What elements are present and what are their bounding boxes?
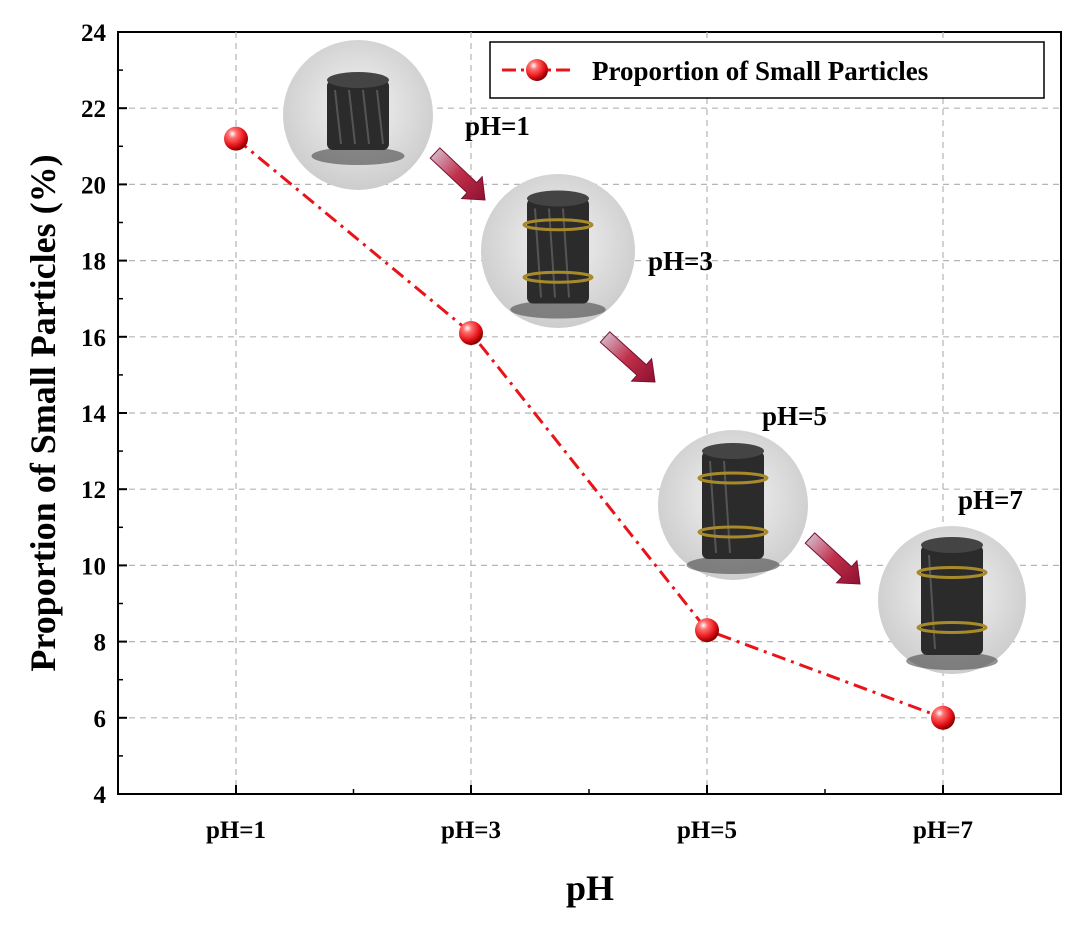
- data-point: [459, 320, 483, 345]
- transition-arrow: [429, 147, 486, 201]
- arrow-shape: [429, 147, 486, 201]
- y-tick-label: 14: [81, 401, 107, 428]
- rubber-band: [522, 270, 594, 284]
- coal-sample-ph1-photo: [283, 40, 433, 190]
- cylinder-top: [327, 72, 389, 88]
- rubber-band: [916, 621, 988, 634]
- y-tick-labels: 4 6 8 10 12 14 16 18 20 22 24: [81, 20, 107, 809]
- crack-line: [362, 89, 370, 145]
- y-tick-label: 12: [81, 477, 106, 504]
- inset-photos: [283, 40, 1026, 674]
- legend-box: [489, 41, 1045, 99]
- crack-line: [376, 89, 384, 145]
- rubber-band: [916, 566, 988, 579]
- plot-frame: [117, 31, 1062, 795]
- legend-label: Proportion of Small Particles: [592, 56, 928, 86]
- legend-marker: [526, 59, 548, 81]
- crack-line: [334, 89, 342, 145]
- y-tick-label: 24: [81, 20, 107, 47]
- arrow-shape: [804, 532, 861, 585]
- cylinder-top: [921, 537, 983, 553]
- series-proportion-small-particles: [224, 126, 955, 730]
- debris-pile: [686, 556, 780, 574]
- cylinder-top: [702, 443, 764, 459]
- photo-annotations: pH=1 pH=3 pH=5 pH=7: [465, 111, 1023, 515]
- debris-pile: [510, 300, 606, 319]
- rubber-band: [697, 471, 769, 485]
- coal-sample-ph7-photo: [878, 526, 1026, 674]
- legend: Proportion of Small Particles: [489, 41, 1045, 99]
- rubber-band: [697, 525, 769, 539]
- coal-cylinder: [327, 80, 389, 150]
- x-tick-label: pH=7: [913, 817, 973, 844]
- transition-arrow: [599, 331, 656, 383]
- crack-line: [928, 554, 936, 650]
- crack-line: [348, 89, 356, 145]
- y-axis-title: Proportion of Small Particles (%): [23, 154, 63, 671]
- y-tick-label: 20: [81, 172, 106, 199]
- x-tick-label: pH=3: [441, 817, 501, 844]
- data-point: [931, 705, 955, 730]
- transition-arrow: [804, 532, 861, 585]
- photo-annotation-label: pH=5: [762, 401, 827, 431]
- coal-cylinder: [527, 198, 589, 304]
- y-tick-label: 10: [81, 553, 106, 580]
- data-point: [695, 618, 719, 643]
- y-tick-label: 4: [94, 782, 107, 809]
- transition-arrows: [429, 147, 861, 585]
- y-tick-label: 6: [94, 706, 107, 733]
- coal-cylinder: [702, 451, 764, 559]
- arrow-shape: [599, 331, 656, 383]
- debris-pile: [311, 147, 405, 165]
- photo-annotation-label: pH=7: [958, 485, 1023, 515]
- coal-sample-ph5-photo: [658, 430, 808, 580]
- series-line: [235, 137, 944, 720]
- x-tick-label: pH=1: [206, 817, 266, 844]
- y-tick-label: 16: [81, 325, 106, 352]
- x-axis-title: pH: [566, 868, 614, 908]
- data-point: [224, 126, 248, 151]
- x-tick-labels: pH=1 pH=3 pH=5 pH=7: [206, 817, 973, 844]
- axis-ticks: [118, 31, 944, 795]
- cylinder-top: [527, 190, 589, 207]
- y-tick-label: 22: [81, 96, 106, 123]
- grid-lines: [118, 32, 1061, 794]
- x-tick-label: pH=5: [677, 817, 737, 844]
- rubber-band: [522, 218, 594, 232]
- coal-cylinder: [921, 545, 983, 655]
- photo-annotation-label: pH=1: [465, 111, 530, 141]
- coal-sample-ph3-photo: [481, 174, 635, 328]
- y-tick-label: 18: [81, 249, 106, 276]
- y-tick-label: 8: [94, 630, 107, 657]
- debris-pile: [906, 652, 998, 670]
- photo-annotation-label: pH=3: [648, 246, 713, 276]
